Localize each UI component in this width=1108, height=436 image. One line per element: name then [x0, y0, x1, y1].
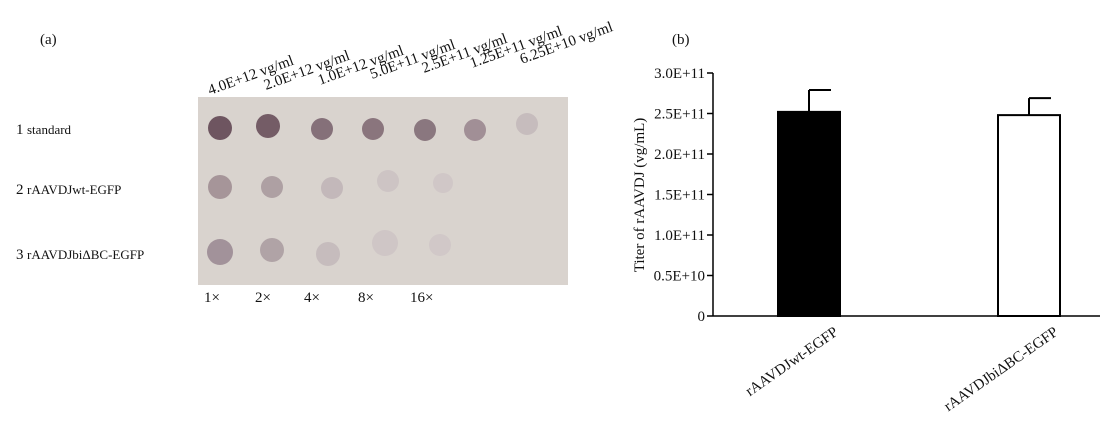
dilution-label: 1× [204, 290, 220, 306]
dot [464, 119, 486, 141]
row-number: 1 [16, 122, 24, 138]
y-tick-label: 1.0E+11 [654, 228, 705, 244]
y-tick-label: 2.5E+11 [654, 107, 705, 123]
y-tick-label: 0 [698, 309, 706, 325]
figure: (a) 1 standard 2 rAAVDJwt-EGFP 3 rAAVDJb… [0, 0, 1108, 436]
row-label: standard [27, 122, 72, 137]
dot [321, 177, 343, 199]
dot [377, 170, 399, 192]
dot [372, 230, 398, 256]
dilution-label: 16× [410, 290, 433, 306]
dot [429, 234, 451, 256]
dot [311, 118, 333, 140]
dilution-labels: 1× 2× 4× 8× 16× [204, 290, 433, 306]
x-tick-label: rAAVDJwt-EGFP [743, 324, 841, 400]
dilution-label: 2× [255, 290, 271, 306]
dot [256, 114, 280, 138]
y-tick-label: 3.0E+11 [654, 66, 705, 82]
panel-label: (a) [40, 32, 57, 48]
panel-label: (b) [672, 32, 690, 48]
row-number: 2 [16, 182, 24, 198]
dot [433, 173, 453, 193]
bar [778, 112, 840, 316]
row-number: 3 [16, 247, 24, 263]
dilution-label: 4× [304, 290, 320, 306]
x-tick-label: rAAVDJbiΔBC-EGFP [941, 324, 1061, 415]
dot [362, 118, 384, 140]
dot [208, 116, 232, 140]
y-tick-label: 0.5E+10 [654, 269, 705, 285]
y-tick-label: 1.5E+11 [654, 188, 705, 204]
bar [998, 115, 1060, 316]
concentration-labels: 4.0E+12 vg/ml 2.0E+12 vg/ml 1.0E+12 vg/m… [206, 19, 615, 98]
row-label: rAAVDJbiΔBC-EGFP [27, 247, 144, 262]
y-tick-label: 2.0E+11 [654, 147, 705, 163]
row-labels: 1 standard 2 rAAVDJwt-EGFP 3 rAAVDJbiΔBC… [16, 122, 144, 263]
dot [208, 175, 232, 199]
dot [516, 113, 538, 135]
row-label: rAAVDJwt-EGFP [27, 182, 121, 197]
dilution-label: 8× [358, 290, 374, 306]
dot [260, 238, 284, 262]
dot [316, 242, 340, 266]
dot [207, 239, 233, 265]
y-axis-label: Titer of rAAVDJ (vg/mL) [632, 118, 648, 273]
dot [261, 176, 283, 198]
dot [414, 119, 436, 141]
